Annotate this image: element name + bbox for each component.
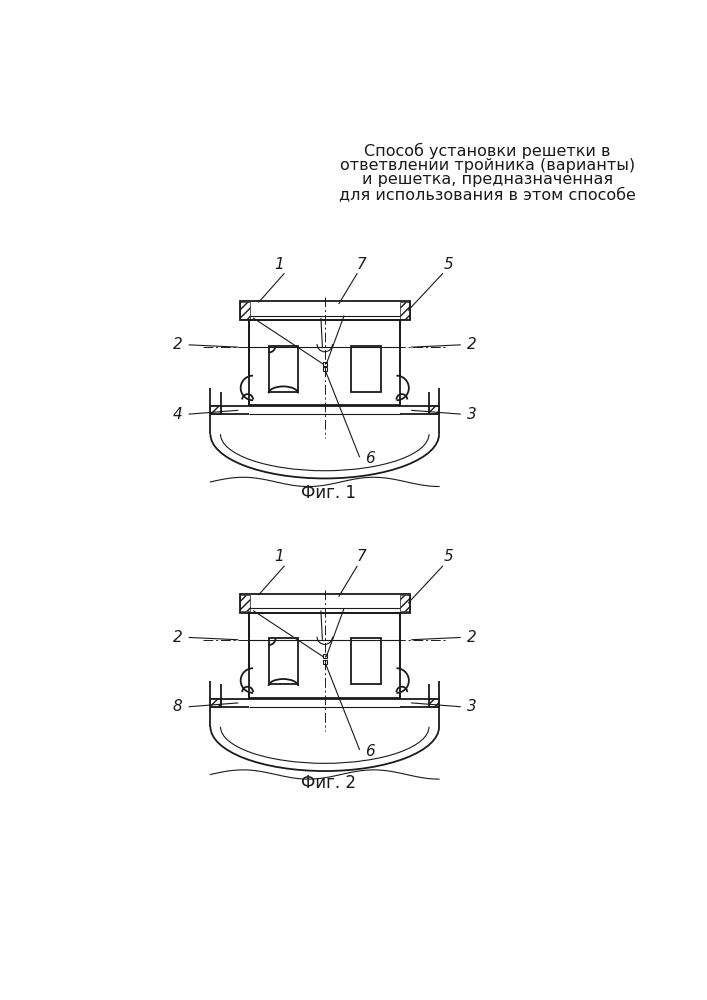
Bar xyxy=(429,405,439,414)
Text: 2: 2 xyxy=(173,630,182,645)
Bar xyxy=(323,362,327,366)
Bar xyxy=(249,613,400,698)
Text: и решетка, предназначенная: и решетка, предназначенная xyxy=(362,172,613,187)
Text: 1: 1 xyxy=(274,257,284,272)
Text: 2: 2 xyxy=(173,337,182,352)
Text: 7: 7 xyxy=(357,549,367,564)
Bar xyxy=(211,698,221,707)
Text: Фиг. 2: Фиг. 2 xyxy=(301,774,356,792)
Text: 5: 5 xyxy=(443,549,453,564)
Text: ответвлении тройника (варианты): ответвлении тройника (варианты) xyxy=(340,158,635,173)
Bar xyxy=(351,638,381,684)
Text: 8: 8 xyxy=(173,699,182,714)
Text: 7: 7 xyxy=(357,257,367,272)
Bar xyxy=(211,405,221,414)
Text: 4: 4 xyxy=(173,407,182,422)
Text: 3: 3 xyxy=(467,699,477,714)
Text: Способ установки решетки в: Способ установки решетки в xyxy=(364,143,611,159)
Text: 5: 5 xyxy=(443,257,453,272)
Bar xyxy=(429,698,439,707)
Bar xyxy=(323,654,327,658)
Text: для использования в этом способе: для использования в этом способе xyxy=(339,187,636,202)
Bar xyxy=(399,595,409,611)
Text: 2: 2 xyxy=(467,630,477,645)
Text: 3: 3 xyxy=(467,407,477,422)
Bar xyxy=(323,367,327,371)
Bar xyxy=(240,302,250,319)
Text: 2: 2 xyxy=(467,337,477,352)
Text: 6: 6 xyxy=(365,744,375,759)
Bar xyxy=(351,346,381,392)
Text: 6: 6 xyxy=(365,451,375,466)
Bar xyxy=(323,660,327,664)
Bar xyxy=(249,320,400,405)
Bar xyxy=(269,638,298,684)
Bar xyxy=(240,595,250,611)
Bar xyxy=(269,346,298,392)
Bar xyxy=(240,594,409,613)
Bar xyxy=(240,301,409,320)
Bar xyxy=(399,302,409,319)
Text: 1: 1 xyxy=(274,549,284,564)
Text: Фиг. 1: Фиг. 1 xyxy=(301,484,356,502)
